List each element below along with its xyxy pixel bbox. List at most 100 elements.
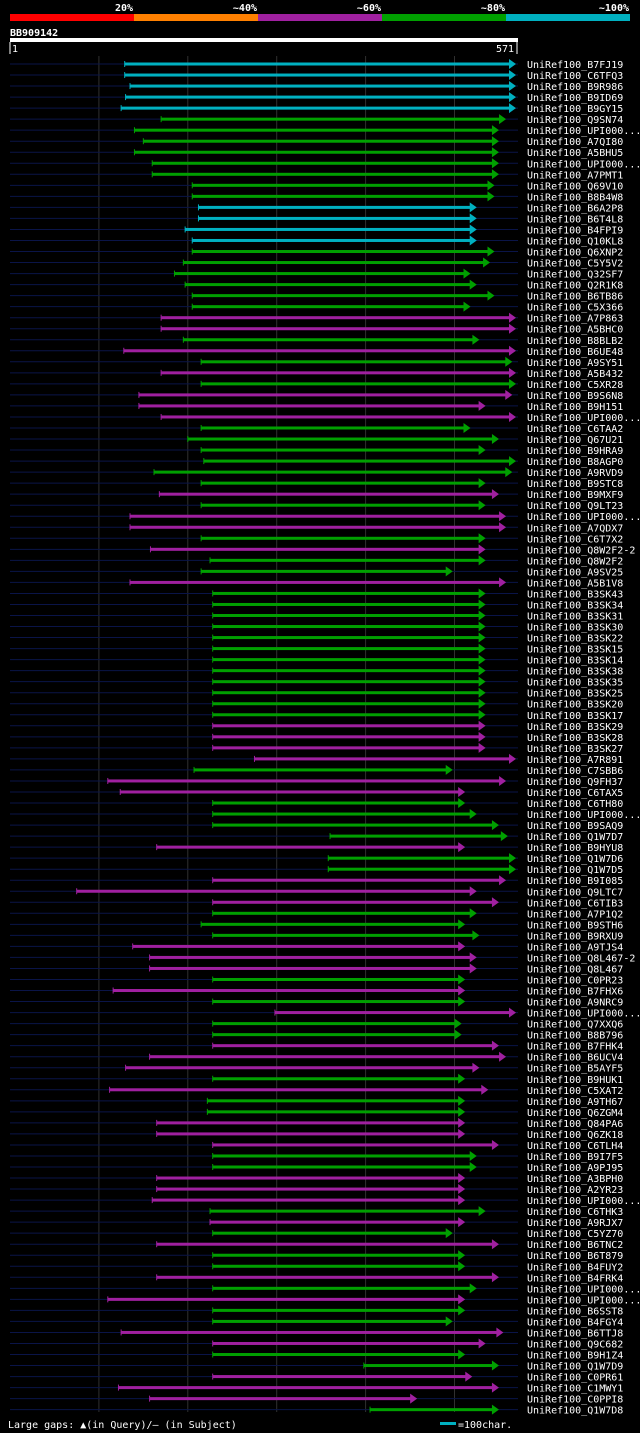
hit-label[interactable]: UniRef100_Q84PA6	[527, 1119, 623, 1130]
hit-label[interactable]: UniRef100_UPI000...	[527, 159, 640, 170]
hit-label[interactable]: UniRef100_A7PMT1	[527, 170, 623, 181]
hit-label[interactable]: UniRef100_A2YR23	[527, 1185, 623, 1196]
hit-label[interactable]: UniRef100_C6TIB3	[527, 898, 623, 909]
hit-label[interactable]: UniRef100_B4FUY2	[527, 1262, 623, 1273]
hit-label[interactable]: UniRef100_B6TNC2	[527, 1240, 623, 1251]
hit-label[interactable]: UniRef100_A9PJ95	[527, 1163, 623, 1174]
hit-label[interactable]: UniRef100_A3BPH0	[527, 1174, 623, 1185]
hit-label[interactable]: UniRef100_B6SST8	[527, 1306, 623, 1317]
hit-label[interactable]: UniRef100_B6A2P8	[527, 203, 623, 214]
hit-label[interactable]: UniRef100_B3SK35	[527, 678, 623, 689]
hit-label[interactable]: UniRef100_Q1W7D7	[527, 832, 623, 843]
hit-label[interactable]: UniRef100_Q32SF7	[527, 270, 623, 281]
hit-label[interactable]: UniRef100_B9R986	[527, 82, 623, 93]
hit-label[interactable]: UniRef100_B9HYU8	[527, 843, 623, 854]
hit-label[interactable]: UniRef100_B8BLB2	[527, 336, 623, 347]
hit-label[interactable]: UniRef100_C5X366	[527, 303, 623, 314]
hit-label[interactable]: UniRef100_C0PR61	[527, 1373, 623, 1384]
hit-label[interactable]: UniRef100_UPI000...	[527, 1009, 640, 1020]
hit-label[interactable]: UniRef100_A9SY51	[527, 358, 623, 369]
hit-label[interactable]: UniRef100_B3SK29	[527, 722, 623, 733]
hit-label[interactable]: UniRef100_B8B4W8	[527, 192, 623, 203]
hit-label[interactable]: UniRef100_UPI000...	[527, 413, 640, 424]
hit-label[interactable]: UniRef100_B8AGP0	[527, 457, 623, 468]
hit-label[interactable]: UniRef100_B4FRK4	[527, 1273, 623, 1284]
hit-label[interactable]: UniRef100_C0PPI8	[527, 1395, 623, 1406]
hit-label[interactable]: UniRef100_Q6ZK18	[527, 1130, 623, 1141]
hit-label[interactable]: UniRef100_Q67U21	[527, 435, 623, 446]
hit-label[interactable]: UniRef100_Q1W7D9	[527, 1362, 623, 1373]
hit-label[interactable]: UniRef100_C5YZ70	[527, 1229, 623, 1240]
hit-label[interactable]: UniRef100_B9HRA9	[527, 446, 623, 457]
hit-label[interactable]: UniRef100_C6TH80	[527, 799, 623, 810]
hit-label[interactable]: UniRef100_A5BHU5	[527, 148, 623, 159]
hit-label[interactable]: UniRef100_A5B1V8	[527, 578, 623, 589]
hit-label[interactable]: UniRef100_B6T879	[527, 1251, 623, 1262]
hit-label[interactable]: UniRef100_B9RXU9	[527, 931, 623, 942]
hit-label[interactable]: UniRef100_B6TTJ8	[527, 1328, 623, 1339]
hit-label[interactable]: UniRef100_C6TAA2	[527, 424, 623, 435]
hit-label[interactable]: UniRef100_Q1W7D8	[527, 1406, 623, 1417]
hit-label[interactable]: UniRef100_Q9FH37	[527, 777, 623, 788]
hit-label[interactable]: UniRef100_B9ID69	[527, 93, 623, 104]
hit-label[interactable]: UniRef100_Q10KL8	[527, 236, 623, 247]
hit-label[interactable]: UniRef100_C0PR23	[527, 975, 623, 986]
hit-label[interactable]: UniRef100_B3SK30	[527, 623, 623, 634]
hit-label[interactable]: UniRef100_Q69V10	[527, 181, 623, 192]
hit-label[interactable]: UniRef100_Q6ZGM4	[527, 1108, 623, 1119]
hit-label[interactable]: UniRef100_Q1W7D5	[527, 865, 623, 876]
hit-label[interactable]: UniRef100_B8B796	[527, 1031, 623, 1042]
hit-label[interactable]: UniRef100_A7QI80	[527, 137, 623, 148]
hit-label[interactable]: UniRef100_B7FHX6	[527, 987, 623, 998]
hit-label[interactable]: UniRef100_B4FGY4	[527, 1317, 623, 1328]
hit-label[interactable]: UniRef100_C6TFQ3	[527, 71, 623, 82]
hit-label[interactable]: UniRef100_C6TLH4	[527, 1141, 623, 1152]
hit-label[interactable]: UniRef100_Q9C682	[527, 1339, 623, 1350]
hit-label[interactable]: UniRef100_Q7XXQ6	[527, 1020, 623, 1031]
hit-label[interactable]: UniRef100_B3SK27	[527, 744, 623, 755]
hit-label[interactable]: UniRef100_B3SK17	[527, 711, 623, 722]
hit-label[interactable]: UniRef100_B9MXF9	[527, 490, 623, 501]
hit-label[interactable]: UniRef100_UPI000...	[527, 810, 640, 821]
hit-label[interactable]: UniRef100_B9H151	[527, 402, 623, 413]
hit-label[interactable]: UniRef100_C5XAT2	[527, 1086, 623, 1097]
hit-label[interactable]: UniRef100_A9TH67	[527, 1097, 623, 1108]
hit-label[interactable]: UniRef100_C6TAX5	[527, 788, 623, 799]
hit-label[interactable]: UniRef100_A9SV25	[527, 567, 623, 578]
hit-label[interactable]: UniRef100_B3SK14	[527, 656, 623, 667]
hit-label[interactable]: UniRef100_Q9LT23	[527, 501, 623, 512]
hit-label[interactable]: UniRef100_UPI000...	[527, 1196, 640, 1207]
hit-label[interactable]: UniRef100_Q8L467	[527, 964, 623, 975]
hit-label[interactable]: UniRef100_UPI000...	[527, 126, 640, 137]
hit-label[interactable]: UniRef100_UPI000...	[527, 512, 640, 523]
hit-label[interactable]: UniRef100_B9SAQ9	[527, 821, 623, 832]
hit-label[interactable]: UniRef100_B3SK20	[527, 700, 623, 711]
hit-label[interactable]: UniRef100_B3SK38	[527, 667, 623, 678]
hit-label[interactable]: UniRef100_C6THK3	[527, 1207, 623, 1218]
hit-label[interactable]: UniRef100_Q9SN74	[527, 115, 623, 126]
hit-label[interactable]: UniRef100_B3SK34	[527, 600, 623, 611]
hit-label[interactable]: UniRef100_B6T4L8	[527, 214, 623, 225]
hit-label[interactable]: UniRef100_A7QDX7	[527, 523, 623, 534]
hit-label[interactable]: UniRef100_A9NRC9	[527, 998, 623, 1009]
hit-label[interactable]: UniRef100_Q2R1K8	[527, 281, 623, 292]
hit-label[interactable]: UniRef100_B3SK22	[527, 634, 623, 645]
hit-label[interactable]: UniRef100_B3SK25	[527, 689, 623, 700]
hit-label[interactable]: UniRef100_B9STH6	[527, 920, 623, 931]
hit-label[interactable]: UniRef100_C5XR28	[527, 380, 623, 391]
hit-label[interactable]: UniRef100_B6TB86	[527, 292, 623, 303]
hit-label[interactable]: UniRef100_UPI000...	[527, 1284, 640, 1295]
hit-label[interactable]: UniRef100_B5AYF5	[527, 1064, 623, 1075]
hit-label[interactable]: UniRef100_B9H1Z4	[527, 1351, 623, 1362]
hit-label[interactable]: UniRef100_UPI000...	[527, 1295, 640, 1306]
hit-label[interactable]: UniRef100_Q6XNP2	[527, 248, 623, 259]
hit-label[interactable]: UniRef100_B4FPI9	[527, 225, 623, 236]
hit-label[interactable]: UniRef100_B9I7F5	[527, 1152, 623, 1163]
hit-label[interactable]: UniRef100_B6UE48	[527, 347, 623, 358]
hit-label[interactable]: UniRef100_Q8L467-2	[527, 953, 635, 964]
hit-label[interactable]: UniRef100_B9HUK1	[527, 1075, 623, 1086]
hit-label[interactable]: UniRef100_B6UCV4	[527, 1053, 623, 1064]
hit-label[interactable]: UniRef100_C6T7X2	[527, 534, 623, 545]
hit-label[interactable]: UniRef100_Q1W7D6	[527, 854, 623, 865]
hit-label[interactable]: UniRef100_A7P1Q2	[527, 909, 623, 920]
